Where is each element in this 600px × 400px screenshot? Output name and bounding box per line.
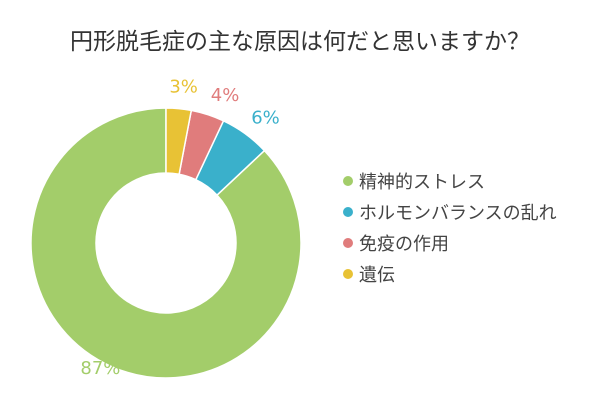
- legend-label-stress: 精神的ストレス: [359, 171, 485, 193]
- legend-item-genetic: 遺伝: [343, 258, 557, 289]
- data-label-stress: 87%: [80, 358, 120, 379]
- legend: 精神的ストレス ホルモンバランスの乱れ 免疫の作用 遺伝: [343, 165, 557, 289]
- legend-item-immune: 免疫の作用: [343, 227, 557, 258]
- legend-item-stress: 精神的ストレス: [343, 165, 557, 196]
- slice-genetic: [165, 107, 193, 176]
- data-label-hormone: 6%: [251, 108, 280, 129]
- legend-swatch-hormone: [343, 206, 353, 217]
- slice-stress: [30, 107, 302, 379]
- data-label-genetic: 3%: [169, 77, 198, 98]
- legend-label-immune: 免疫の作用: [359, 233, 449, 255]
- data-label-immune: 4%: [211, 85, 240, 106]
- legend-label-hormone: ホルモンバランスの乱れ: [359, 202, 557, 224]
- chart-title: 円形脱毛症の主な原因は何だと思いますか？: [70, 29, 530, 55]
- legend-swatch-stress: [343, 175, 353, 186]
- legend-label-genetic: 遺伝: [359, 264, 395, 286]
- legend-swatch-immune: [343, 237, 353, 248]
- legend-swatch-genetic: [343, 268, 353, 279]
- legend-item-hormone: ホルモンバランスの乱れ: [343, 196, 557, 227]
